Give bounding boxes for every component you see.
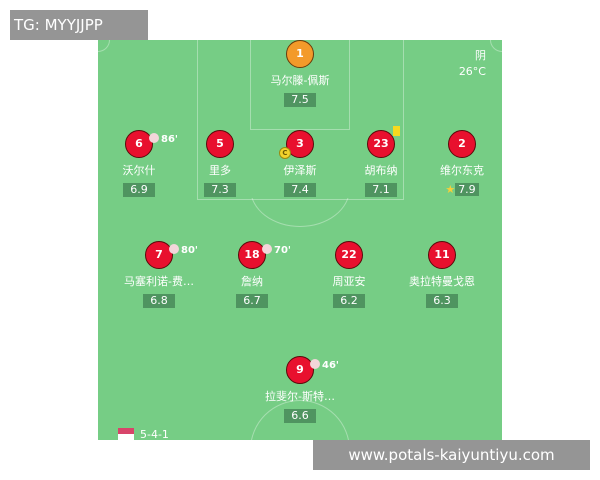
player-defender[interactable]: 23 胡布纳 7.1 xyxy=(321,126,441,197)
player-midfielder[interactable]: 7 80' 马塞利诺-费… 6.8 xyxy=(99,241,219,308)
player-number: 6 86' xyxy=(125,130,178,158)
pitch: 阴 26°C 1 马尔滕-佩斯 7.5 6 86' 沃尔什 6.9 5 里多 7.… xyxy=(98,40,502,440)
player-name: 胡布纳 xyxy=(364,164,398,177)
weather-temperature: 26°C xyxy=(458,65,486,78)
player-midfielder[interactable]: 22 周亚安 6.2 xyxy=(289,241,409,308)
player-rating: 7.1 xyxy=(365,183,397,197)
watermark: TG: MYYJJPP xyxy=(10,10,148,40)
weather: 阴 26°C xyxy=(459,48,486,80)
formation: 5-4-1 xyxy=(118,428,169,440)
player-number: 5 xyxy=(206,130,234,158)
player-number: 7 80' xyxy=(145,241,198,269)
player-rating: 6.2 xyxy=(333,294,365,308)
player-rating: 6.6 xyxy=(284,409,316,423)
player-name: 马塞利诺-费… xyxy=(124,275,194,288)
watermark: www.potals-kaiyuntiyu.com xyxy=(313,440,590,470)
player-number: 22 xyxy=(335,241,363,269)
substitution-indicator: 86' xyxy=(149,127,178,153)
player-name: 拉斐尔-斯特… xyxy=(265,390,335,403)
player-rating: 6.8 xyxy=(143,294,175,308)
substitution-icon xyxy=(310,359,320,369)
player-name: 沃尔什 xyxy=(122,164,156,177)
substitution-indicator: 80' xyxy=(169,238,198,264)
substitution-indicator: 70' xyxy=(262,238,291,264)
player-rating: ★ 7.9 xyxy=(445,183,479,197)
weather-condition: 阴 xyxy=(475,49,486,62)
player-defender[interactable]: 2 维尔东克 ★ 7.9 xyxy=(402,130,502,197)
player-number: 23 xyxy=(367,126,400,158)
player-name: 里多 xyxy=(209,164,231,177)
player-number: 2 xyxy=(448,130,476,158)
player-rating: 7.4 xyxy=(284,183,316,197)
player-name: 伊泽斯 xyxy=(283,164,317,177)
player-name: 维尔东克 xyxy=(440,164,484,177)
substitution-icon xyxy=(262,244,272,254)
team-flag-icon xyxy=(118,428,134,440)
player-midfielder[interactable]: 11 奥拉特曼戈恩 6.3 xyxy=(382,241,502,308)
captain-icon: C xyxy=(279,147,291,159)
player-name: 周亚安 xyxy=(332,275,366,288)
substitution-icon xyxy=(169,244,179,254)
goal-area xyxy=(250,40,350,130)
player-rating: 6.3 xyxy=(426,294,458,308)
player-name: 马尔滕-佩斯 xyxy=(270,74,330,87)
player-name: 奥拉特曼戈恩 xyxy=(409,275,475,288)
player-name: 詹纳 xyxy=(241,275,263,288)
player-rating: 7.5 xyxy=(284,93,316,107)
player-number: 18 70' xyxy=(238,241,291,269)
player-midfielder[interactable]: 18 70' 詹纳 6.7 xyxy=(192,241,312,308)
yellow-card-icon xyxy=(393,126,400,136)
star-icon: ★ xyxy=(445,183,456,196)
corner-arc xyxy=(490,40,502,52)
player-number: 1 xyxy=(286,40,314,68)
player-rating: 6.7 xyxy=(236,294,268,308)
player-forward[interactable]: 9 46' 拉斐尔-斯特… 6.6 xyxy=(240,356,360,423)
player-goalkeeper[interactable]: 1 马尔滕-佩斯 7.5 xyxy=(240,40,360,107)
player-number: 9 46' xyxy=(286,356,339,384)
player-defender[interactable]: 6 86' 沃尔什 6.9 xyxy=(98,130,199,197)
player-number: 11 xyxy=(428,241,456,269)
player-rating: 7.3 xyxy=(204,183,236,197)
corner-arc xyxy=(98,40,110,52)
player-rating: 6.9 xyxy=(123,183,155,197)
substitution-indicator: 46' xyxy=(310,353,339,379)
substitution-icon xyxy=(149,133,159,143)
player-defender[interactable]: 5 里多 7.3 xyxy=(160,130,280,197)
formation-label: 5-4-1 xyxy=(140,428,169,440)
